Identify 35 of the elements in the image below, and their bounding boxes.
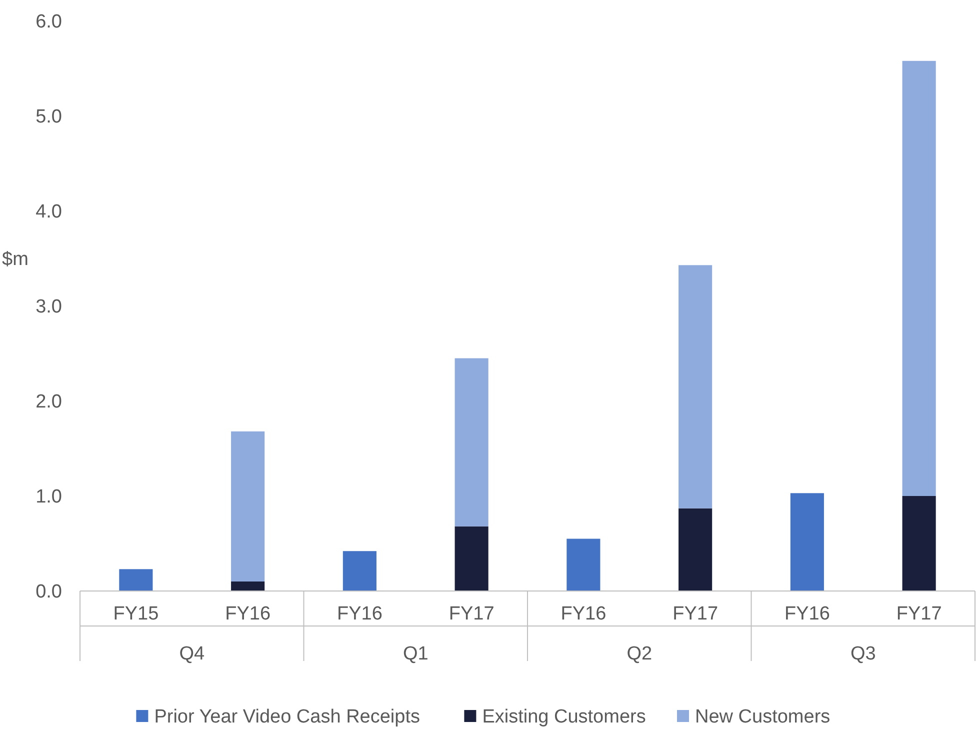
bar — [454, 526, 488, 591]
x-tick-label: FY16 — [225, 604, 271, 625]
x-tick-label: FY15 — [113, 604, 159, 625]
bar — [231, 582, 265, 591]
x-tick-label: FY17 — [896, 604, 942, 625]
text: Q2 — [626, 644, 652, 665]
y-axis-title: $m — [2, 249, 28, 270]
x-tick-label: FY16 — [784, 604, 830, 625]
y-tick-label: 1.0 — [36, 486, 62, 508]
x-tick-label: FY16 — [560, 604, 606, 625]
legend-label: New Customers — [695, 706, 830, 728]
bar — [454, 358, 488, 526]
bar — [902, 60, 936, 496]
y-tick-label: 6.0 — [36, 12, 62, 33]
y-tick-label: 0.0 — [36, 582, 62, 603]
text: Q1 — [402, 644, 428, 665]
x-tick-label: FY17 — [448, 604, 494, 625]
bar — [902, 496, 936, 591]
bar — [678, 508, 712, 591]
y-tick-label: 5.0 — [36, 106, 62, 128]
y-tick-label: 4.0 — [36, 202, 62, 223]
bar — [342, 551, 376, 591]
x-tick-label: FY17 — [672, 604, 718, 625]
bar — [678, 265, 712, 508]
x-tick-label: FY16 — [336, 604, 382, 625]
text: Q4 — [179, 644, 205, 665]
bar — [119, 569, 153, 591]
y-tick-label: 2.0 — [36, 392, 62, 413]
bar — [566, 538, 600, 591]
legend-label: Existing Customers — [482, 706, 646, 728]
legend-label: Prior Year Video Cash Receipts — [154, 706, 420, 728]
text: Q3 — [850, 644, 876, 665]
y-tick-label: 3.0 — [36, 296, 62, 318]
bar — [231, 431, 265, 582]
bar — [790, 493, 824, 591]
